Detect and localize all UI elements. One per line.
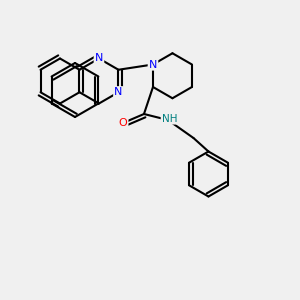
Text: N: N xyxy=(95,53,103,64)
Text: N: N xyxy=(114,87,123,97)
Text: NH: NH xyxy=(162,113,177,124)
Text: N: N xyxy=(149,59,157,70)
Text: O: O xyxy=(118,118,127,128)
